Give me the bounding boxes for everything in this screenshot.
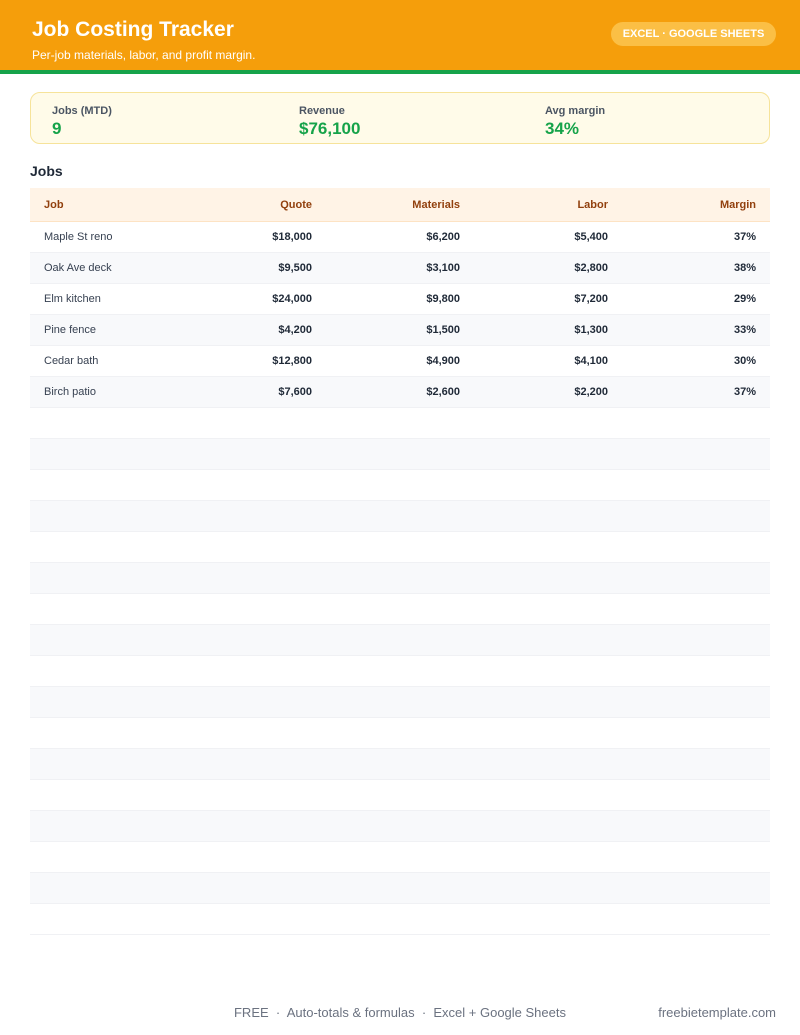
- table-row: [30, 687, 770, 718]
- table-cell: $4,200: [278, 324, 312, 336]
- stat-label: Avg margin: [545, 105, 606, 117]
- table-cell: $9,500: [278, 262, 312, 274]
- column-header: Quote: [280, 199, 312, 211]
- table-cell: 29%: [733, 293, 756, 305]
- table-cell: 38%: [733, 262, 756, 274]
- stat: Revenue $76,100: [299, 105, 360, 139]
- table-row: Birch patio $7,600 $2,600 $2,200 37%: [30, 377, 770, 408]
- table-cell: $4,900: [426, 355, 460, 367]
- table-cell: $12,800: [272, 355, 312, 367]
- column-header: Job: [44, 199, 64, 211]
- table-row: [30, 904, 770, 935]
- table-row: [30, 470, 770, 501]
- stat-value: $76,100: [299, 119, 361, 138]
- table-row: [30, 718, 770, 749]
- table-cell: $1,500: [426, 324, 460, 336]
- table-row: Elm kitchen $24,000 $9,800 $7,200 29%: [30, 284, 770, 315]
- table-row: [30, 501, 770, 532]
- table-row: [30, 780, 770, 811]
- table-row: Oak Ave deck $9,500 $3,100 $2,800 38%: [30, 253, 770, 284]
- table-cell: Cedar bath: [44, 355, 99, 367]
- stat-label: Jobs (MTD): [52, 105, 112, 117]
- table-cell: $7,200: [574, 293, 608, 305]
- table-row: [30, 873, 770, 904]
- header-accent: [0, 70, 800, 74]
- table-cell: $3,100: [426, 262, 460, 274]
- table: Job Quote Materials Labor Margin Maple St ren…: [30, 188, 770, 935]
- table-row: [30, 439, 770, 470]
- table-row: [30, 594, 770, 625]
- summary-card: Jobs (MTD) 9 Revenue $76,100 Avg margin 34%: [30, 92, 770, 144]
- badge: EXCEL · GOOGLE SHEETS: [611, 22, 776, 46]
- table-header: Job Quote Materials Labor Margin: [30, 188, 770, 222]
- table-cell: Elm kitchen: [44, 293, 101, 305]
- table-row: [30, 656, 770, 687]
- column-header: Labor: [577, 199, 608, 211]
- table-cell: Birch patio: [44, 386, 96, 398]
- table-cell: $2,600: [426, 386, 460, 398]
- table-row: [30, 749, 770, 780]
- stat-label: Revenue: [299, 105, 345, 117]
- table-row: [30, 408, 770, 439]
- table-cell: Oak Ave deck: [44, 262, 112, 274]
- table-cell: $5,400: [574, 231, 608, 243]
- table-cell: $2,800: [574, 262, 608, 274]
- table-row: [30, 625, 770, 656]
- footer-site[interactable]: freebietemplate.com: [658, 1005, 776, 1020]
- table-cell: $7,600: [278, 386, 312, 398]
- table-cell: $1,300: [574, 324, 608, 336]
- table-cell: 33%: [733, 324, 756, 336]
- table-row: Cedar bath $12,800 $4,900 $4,100 30%: [30, 346, 770, 377]
- table-cell: $6,200: [426, 231, 460, 243]
- stat-value: 9: [52, 119, 62, 138]
- stat: Jobs (MTD) 9: [52, 105, 112, 139]
- table-cell: $18,000: [272, 231, 312, 243]
- table-row: [30, 842, 770, 873]
- table-row: Pine fence $4,200 $1,500 $1,300 33%: [30, 315, 770, 346]
- table-cell: $2,200: [574, 386, 608, 398]
- table-row: [30, 532, 770, 563]
- footer: FREE · Auto-totals & formulas · Excel + …: [233, 1005, 566, 1020]
- table-cell: $24,000: [272, 293, 312, 305]
- table-row: [30, 563, 770, 594]
- title: Job Costing Tracker: [32, 18, 234, 41]
- table-cell: 37%: [733, 231, 756, 243]
- subtitle: Per-job materials, labor, and profit mar…: [32, 48, 256, 62]
- table-row: Maple St reno $18,000 $6,200 $5,400 37%: [30, 222, 770, 253]
- table-cell: $9,800: [426, 293, 460, 305]
- column-header: Margin: [719, 199, 756, 211]
- table-cell: Pine fence: [44, 324, 96, 336]
- table-cell: Maple St reno: [44, 231, 113, 243]
- table-row: [30, 811, 770, 842]
- column-header: Materials: [412, 199, 460, 211]
- table-cell: 37%: [733, 386, 756, 398]
- table-cell: $4,100: [574, 355, 608, 367]
- section-title: Jobs: [30, 163, 63, 179]
- table-cell: 30%: [733, 355, 756, 367]
- stat-value: 34%: [545, 119, 580, 138]
- stat: Avg margin 34%: [545, 105, 605, 139]
